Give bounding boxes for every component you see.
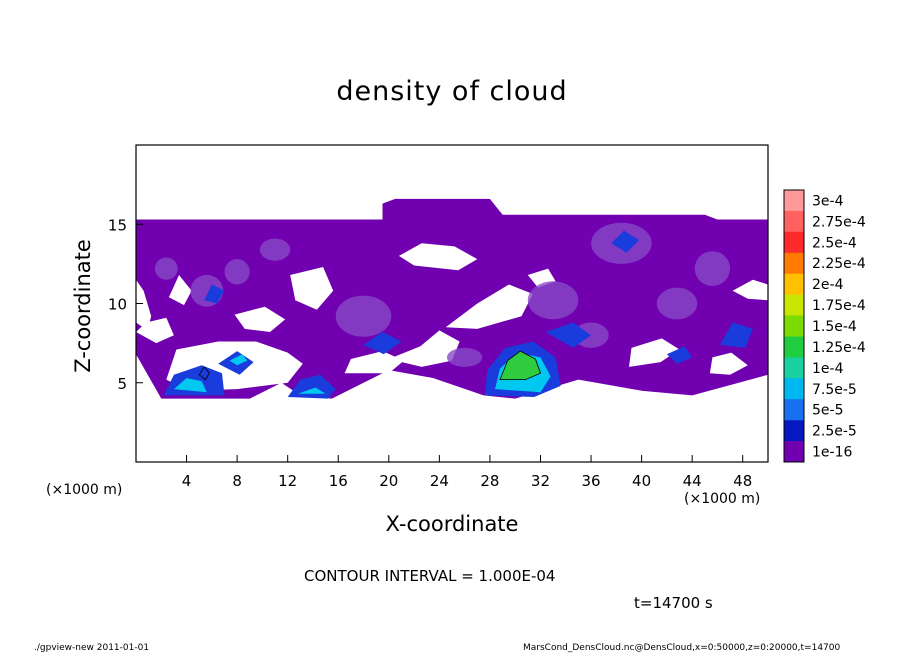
small-contour-loop [198, 366, 210, 381]
mid-density-blotch-9 [259, 238, 291, 261]
colorbar-label-1: 3e-4 [812, 194, 844, 210]
colorbar-frame [783, 189, 805, 463]
x-tick-label-24: 24 [430, 472, 449, 490]
clear-air-gap-1 [136, 279, 152, 331]
colorbar-swatch-10 [784, 378, 804, 400]
clear-air-gap-9 [445, 284, 533, 329]
footer-left: ./gpview-new 2011-01-01 [34, 643, 150, 653]
colorbar-swatch-12 [784, 420, 804, 442]
mid-density-blotch-3 [224, 259, 250, 285]
colorbar-label-13: 1e-16 [812, 445, 852, 461]
clear-air-gap-7 [344, 351, 404, 374]
colorbar-label-6: 1.75e-4 [812, 298, 866, 314]
colorbar-label-2: 2.75e-4 [812, 214, 866, 230]
x-tick-label-28: 28 [480, 472, 499, 490]
cyan-core-1 [173, 378, 207, 393]
clear-air-gap-13 [709, 352, 748, 375]
colorbar-label-12: 2.5e-5 [812, 424, 857, 440]
mid-density-blotch-2 [154, 257, 178, 280]
x-tick-label-48: 48 [733, 472, 752, 490]
x-tick-label-32: 32 [531, 472, 550, 490]
clear-air-gap-8 [388, 330, 460, 367]
mid-density-blotch-7 [656, 287, 698, 320]
time-label: t=14700 s [634, 594, 713, 612]
colorbar: 3e-4 2.75e-4 2.5e-4 2.25e-4 2e-4 1.75e-4 1.5e-… [783, 189, 866, 463]
colorbar-label-11: 5e-5 [812, 403, 843, 419]
colorbar-swatch-9 [784, 357, 804, 379]
clear-air-gap-4 [234, 306, 286, 332]
footer-right: MarsCond_DensCloud.nc@DensCloud,x=0:5000… [523, 643, 841, 653]
colorbar-swatch-2 [784, 210, 804, 233]
colorbar-label-4: 2.25e-4 [812, 256, 866, 272]
cloud-density-field [136, 198, 768, 399]
x-tick-label-20: 20 [379, 472, 398, 490]
x-tick-label-12: 12 [278, 472, 297, 490]
clear-air-gap-10 [398, 243, 478, 271]
colorbar-swatch-4 [784, 252, 804, 274]
mid-density-blotch-10 [446, 347, 483, 367]
cyan-core-3 [297, 387, 326, 394]
contour-interval: CONTOUR INTERVAL = 1.000E-04 [304, 567, 556, 585]
x-tick-label-4: 4 [182, 472, 192, 490]
blue-density-cell-8 [720, 322, 753, 348]
clear-air-gap-12 [629, 338, 680, 367]
colorbar-swatch-6 [784, 294, 804, 316]
y-tick-label-10: 10 [108, 296, 127, 314]
colorbar-label-10: 7.5e-5 [812, 382, 857, 398]
colorbar-swatch-11 [784, 399, 804, 421]
mid-density-blotch-4 [335, 295, 392, 337]
mid-density-blotch-8 [694, 251, 731, 286]
x-tick-label-8: 8 [232, 472, 242, 490]
colorbar-label-5: 2e-4 [812, 277, 844, 293]
x-axis-ticks: 4 8 12 16 20 24 28 32 36 40 44 48 [182, 455, 752, 490]
colorbar-swatch-5 [784, 273, 804, 295]
colorbar-label-8: 1.25e-4 [812, 340, 866, 356]
colorbar-label-7: 1.5e-4 [812, 319, 857, 335]
x-unit-right: (×1000 m) [684, 491, 761, 507]
x-tick-label-36: 36 [581, 472, 600, 490]
cyan-core-2 [229, 354, 248, 366]
y-tick-label-15: 15 [108, 216, 127, 234]
colorbar-swatch-13 [784, 441, 804, 463]
blue-density-cell-5 [363, 332, 402, 355]
x-tick-label-44: 44 [683, 472, 702, 490]
x-unit-left: (×1000 m) [46, 482, 123, 498]
colorbar-label-9: 1e-4 [812, 361, 844, 377]
x-axis-label: X-coordinate [385, 512, 519, 536]
blue-density-cell-9 [204, 284, 225, 304]
y-axis-ticks: 5 10 15 [108, 216, 143, 393]
colorbar-swatch-8 [784, 336, 804, 358]
blue-density-cell-7 [666, 346, 693, 364]
mid-density-blotch-5 [527, 281, 579, 320]
chart-title: density of cloud [336, 76, 568, 107]
colorbar-swatch-7 [784, 315, 804, 337]
clear-air-gap-3 [168, 275, 192, 306]
clear-air-gap-5 [290, 267, 334, 310]
blue-density-cell-10 [611, 230, 640, 253]
blue-density-cell-6 [545, 322, 591, 348]
x-tick-label-16: 16 [329, 472, 348, 490]
green-peak-core [499, 350, 542, 381]
colorbar-label-3: 2.5e-4 [812, 235, 857, 251]
clear-air-gap-2 [136, 317, 174, 344]
clear-air-gap-14 [732, 279, 768, 301]
x-tick-label-40: 40 [632, 472, 651, 490]
y-tick-label-5: 5 [117, 375, 127, 393]
colorbar-swatch-3 [784, 231, 804, 253]
colorbar-swatch-1 [784, 190, 804, 212]
